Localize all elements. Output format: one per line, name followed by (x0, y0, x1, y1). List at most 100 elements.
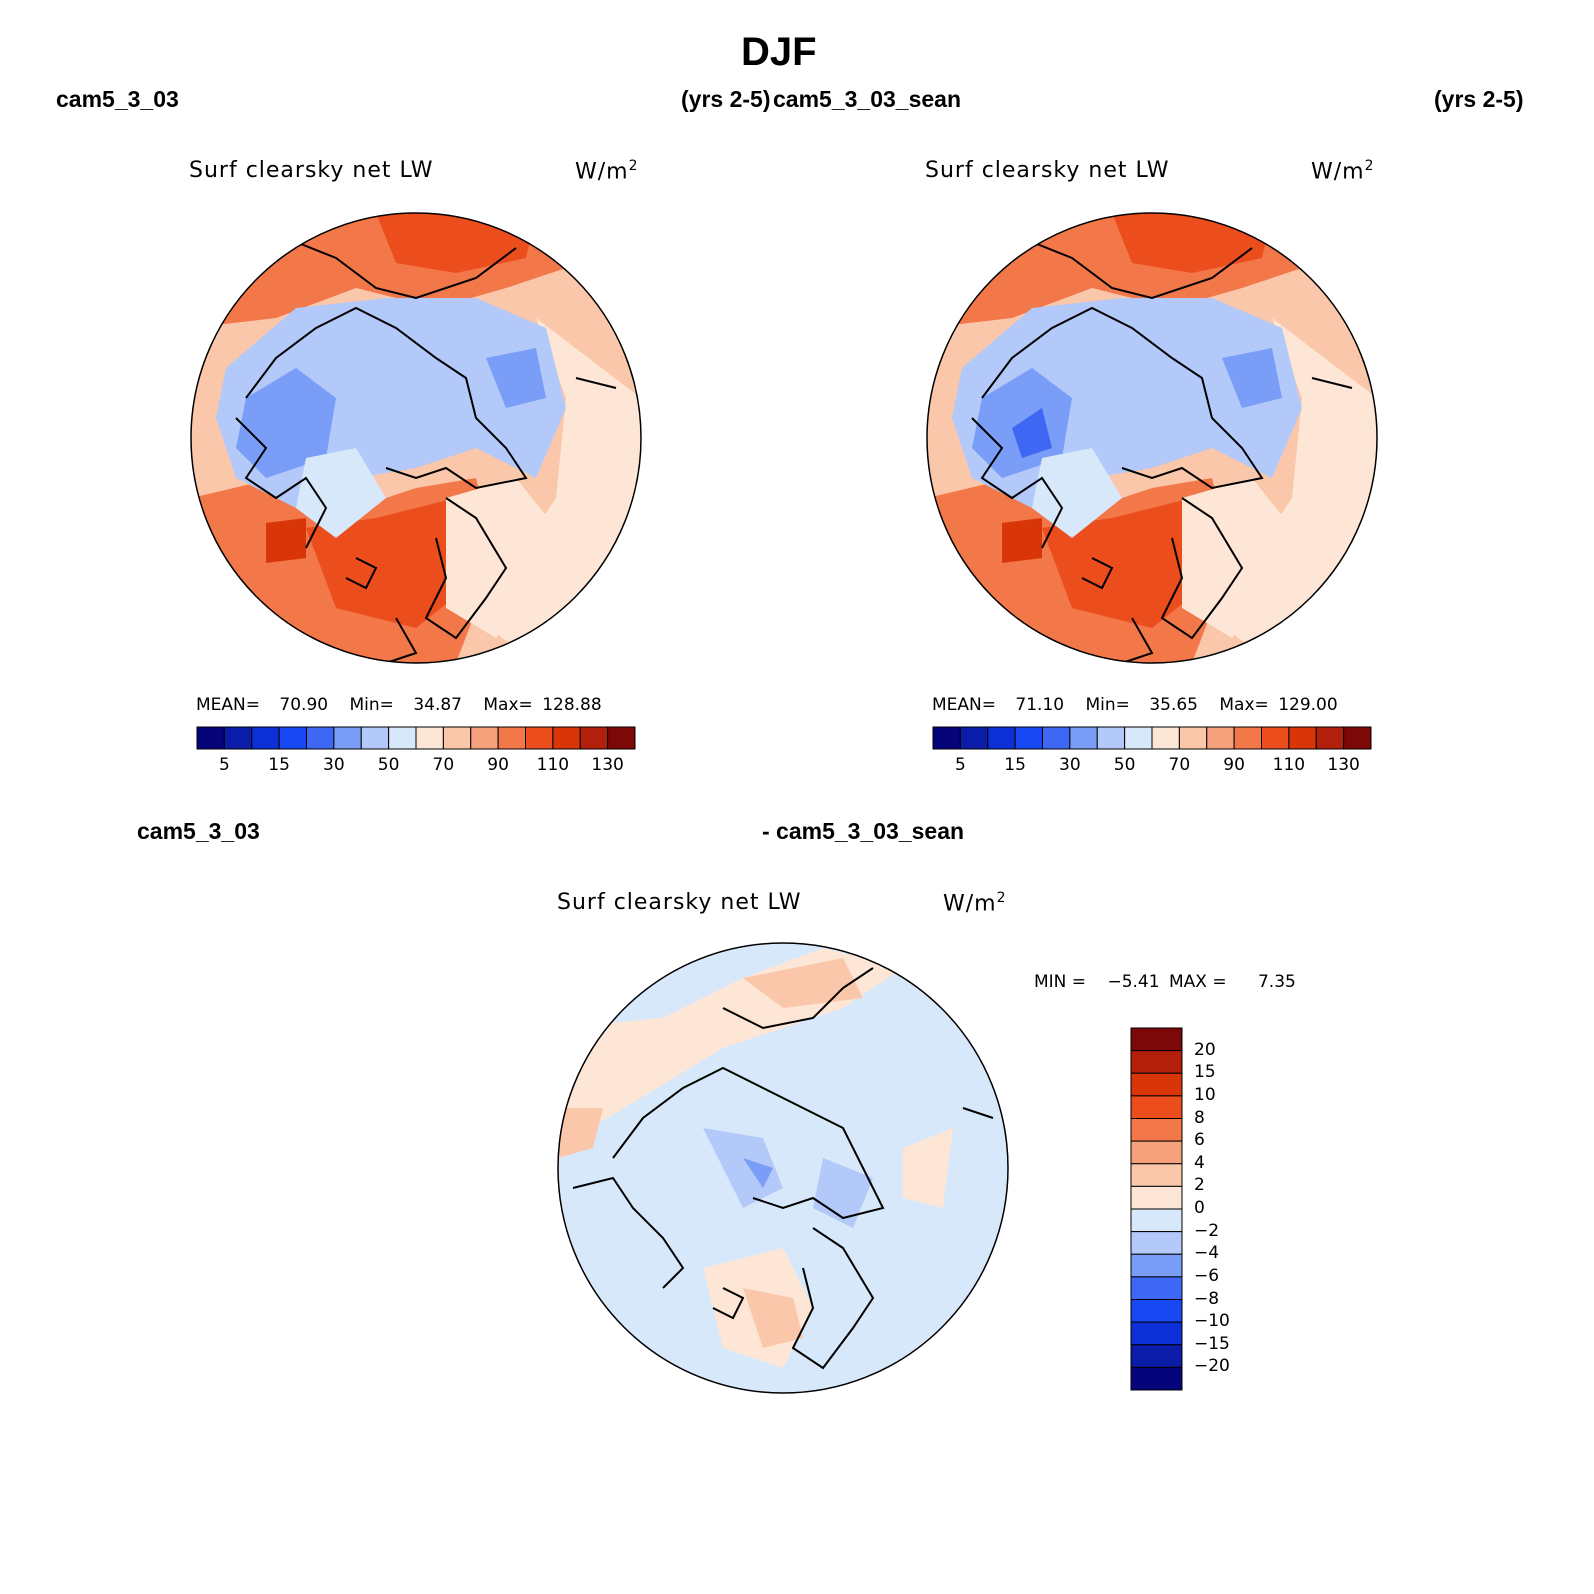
map-panel3 (557, 942, 1009, 1394)
coastline-0 (722, 967, 874, 1030)
colorbar-tick-label: 70 (1168, 755, 1191, 775)
colorbar-swatch (1069, 726, 1098, 750)
field-atlantic-hot (266, 518, 306, 563)
colorbar-tick-label: 130 (591, 755, 624, 775)
panel2-max-value: 129.00 (1278, 695, 1338, 715)
colorbar-swatch (1130, 1366, 1183, 1391)
colorbar-swatch (1124, 726, 1153, 750)
panel1-units-base: W/m (575, 159, 629, 185)
colorbar-swatch (1151, 726, 1180, 750)
colorbar-swatch (1130, 1072, 1183, 1097)
colorbar-tick-label: 4 (1194, 1152, 1205, 1173)
map-border (190, 212, 642, 664)
colorbar-swatch (196, 726, 225, 750)
panel2-variable-title: Surf clearsky net LW (925, 158, 1170, 183)
panel2-mean-label: MEAN= (932, 695, 996, 715)
colorbar-tick-label: 20 (1194, 1039, 1216, 1060)
colorbar-swatch (579, 726, 609, 750)
colorbar-swatch (415, 726, 444, 750)
panel3-units-base: W/m (943, 891, 997, 917)
colorbar-tick-label: 50 (377, 755, 400, 775)
panel2-min-value: 35.65 (1149, 695, 1198, 715)
field-variant-cold (1012, 408, 1052, 458)
panel2-stats: MEAN= 71.10 Min= 35.65 Max= 129.00 (932, 695, 1338, 715)
colorbar-tick-label: 5 (954, 755, 966, 775)
map-field (558, 943, 1008, 1393)
colorbar-tick-label: −10 (1194, 1311, 1230, 1332)
coastline-2 (971, 417, 1064, 549)
colorbar-tick-label: −20 (1194, 1356, 1230, 1377)
field-greenland (1032, 448, 1122, 538)
colorbar-swatch (1130, 1253, 1183, 1278)
field-warm-n (743, 958, 863, 1008)
colorbar-swatch (1178, 726, 1208, 750)
coastline-6 (1121, 617, 1154, 663)
panel1-units-exp: 2 (628, 158, 639, 174)
panel1-mean-label: MEAN= (196, 695, 260, 715)
field-siberia-cold (486, 348, 546, 408)
panel3-units-exp: 2 (996, 890, 1007, 906)
colorbar-swatch (1233, 726, 1262, 750)
panel3-case-name-2: - cam5_3_03_sean (762, 818, 965, 844)
colorbar-tick-label: 15 (1004, 755, 1026, 775)
coastline-5 (1311, 377, 1353, 389)
colorbar-panel2 (932, 726, 1372, 750)
colorbar-tick-label: −2 (1194, 1220, 1220, 1241)
panel1-case-name: cam5_3_03 (56, 86, 179, 112)
colorbar-swatch (1130, 1276, 1183, 1300)
coastline-0 (1021, 237, 1253, 300)
coastline-2 (572, 1176, 685, 1289)
panel2-min-label: Min= (1085, 695, 1130, 715)
colorbar-swatch (1261, 726, 1290, 750)
panel1-min-value: 34.87 (413, 695, 462, 715)
panel1-variable-title: Surf clearsky net LW (189, 158, 434, 183)
field-warm-w (558, 1108, 603, 1158)
panel3-max-value: 7.35 (1257, 972, 1296, 992)
colorbar-tick-label: 70 (432, 755, 455, 775)
colorbar-swatch (470, 726, 499, 750)
colorbar-swatch (1042, 726, 1071, 750)
colorbar-swatch (1315, 726, 1345, 750)
panel1-max-label: Max= (483, 695, 533, 715)
colorbar-swatch (1130, 1163, 1183, 1187)
colorbar-swatch (251, 726, 280, 750)
colorbar-swatch (1206, 726, 1235, 750)
coastline-6 (385, 617, 418, 663)
colorbar-swatch (278, 726, 307, 750)
colorbar-tick-label: 8 (1194, 1107, 1205, 1128)
colorbar-swatch (1096, 726, 1126, 750)
colorbar-tick-label: 2 (1194, 1175, 1205, 1196)
colorbar-swatch (388, 726, 417, 750)
coastline-5 (575, 377, 617, 389)
panel3-variable-title: Surf clearsky net LW (557, 890, 802, 915)
panel2-units: W/m2 (1311, 158, 1375, 184)
map-border (557, 942, 1009, 1394)
colorbar-swatch (1014, 726, 1043, 750)
colorbar-swatch (552, 726, 581, 750)
colorbar-swatch (1130, 1140, 1183, 1165)
colorbar-tick-label: −4 (1194, 1243, 1220, 1264)
colorbar-swatch (1130, 1208, 1183, 1233)
colorbar-tick-label: 90 (487, 755, 509, 775)
figure-title: DJF (741, 30, 817, 74)
panel3-units: W/m2 (943, 890, 1007, 916)
colorbar-tick-label: 10 (1194, 1084, 1216, 1105)
panel1-mean-value: 70.90 (279, 695, 329, 715)
colorbar-swatch (1130, 1321, 1183, 1346)
coastline-1 (981, 306, 1264, 490)
colorbar-swatch (1130, 1185, 1183, 1210)
panel1-max-value: 128.88 (542, 695, 602, 715)
colorbar-swatch (932, 726, 961, 750)
coastline-0 (285, 237, 517, 300)
colorbar-swatch (497, 726, 526, 750)
colorbar-panel1 (196, 726, 636, 750)
field-greenland (296, 448, 386, 538)
map-panel1 (190, 212, 642, 664)
panel2-max-label: Max= (1219, 695, 1269, 715)
colorbar-swatch (1130, 1027, 1183, 1052)
colorbar-tick-label: 110 (1272, 755, 1306, 775)
field-atlantic-hot (1002, 518, 1042, 563)
map-border (926, 212, 1378, 664)
colorbar-tick-label: 15 (1194, 1062, 1216, 1083)
colorbar-tick-label: 30 (1059, 755, 1081, 775)
